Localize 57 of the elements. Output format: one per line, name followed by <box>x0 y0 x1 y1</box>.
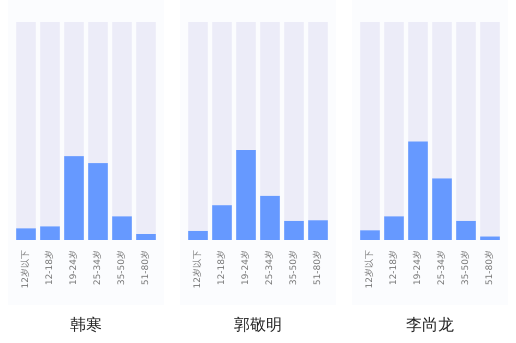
text: 李尚龙 <box>406 315 454 334</box>
bar <box>40 22 60 226</box>
bar <box>360 230 380 240</box>
bar <box>188 230 208 240</box>
bar <box>480 236 500 240</box>
text: 郭敬明 <box>234 315 282 334</box>
bar <box>40 226 60 240</box>
bar <box>284 220 304 240</box>
x-tick-label: 51-80岁 <box>312 250 323 286</box>
bar <box>88 22 108 164</box>
x-tick-label: 19-24岁 <box>412 250 423 286</box>
bar <box>112 22 132 216</box>
bar <box>384 22 404 216</box>
bar <box>16 228 36 240</box>
bar <box>188 22 208 231</box>
x-tick-label: 12岁以下 <box>192 250 203 288</box>
bar <box>136 234 156 240</box>
bar <box>236 150 256 240</box>
bar <box>212 205 232 240</box>
x-tick-label: 35-50岁 <box>288 250 299 286</box>
x-tick-label: 12-18岁 <box>216 250 227 286</box>
bar <box>456 22 476 221</box>
bar <box>308 220 328 240</box>
x-tick-label: 35-50岁 <box>116 250 127 286</box>
x-tick-label: 25-34岁 <box>436 250 447 286</box>
bar <box>456 220 476 240</box>
bar <box>284 22 304 221</box>
bar <box>432 178 452 240</box>
bar <box>88 163 108 240</box>
bar <box>408 141 428 240</box>
x-tick-label: 12岁以下 <box>364 250 375 288</box>
x-tick-label: 51-80岁 <box>140 250 151 286</box>
bar <box>408 22 428 142</box>
bar <box>212 22 232 206</box>
x-tick-label: 35-50岁 <box>460 250 471 286</box>
x-tick-label: 12岁以下 <box>20 250 31 288</box>
bar <box>16 22 36 228</box>
bar <box>136 22 156 234</box>
bar <box>236 22 256 150</box>
text: 韩寒 <box>70 315 102 334</box>
x-tick-label: 12-18岁 <box>388 250 399 286</box>
x-tick-label: 25-34岁 <box>264 250 275 286</box>
x-tick-label: 19-24岁 <box>240 250 251 286</box>
bar <box>260 196 280 240</box>
bar <box>64 156 84 240</box>
bar <box>384 216 404 240</box>
bar <box>260 22 280 196</box>
bar <box>112 216 132 240</box>
x-tick-label: 25-34岁 <box>92 250 103 286</box>
bar <box>308 22 328 220</box>
bar <box>64 22 84 156</box>
x-tick-label: 12-18岁 <box>44 250 55 286</box>
x-tick-label: 19-24岁 <box>68 250 79 286</box>
x-tick-label: 51-80岁 <box>484 250 495 286</box>
bar <box>360 22 380 230</box>
bar <box>480 22 500 237</box>
bar <box>432 22 452 178</box>
